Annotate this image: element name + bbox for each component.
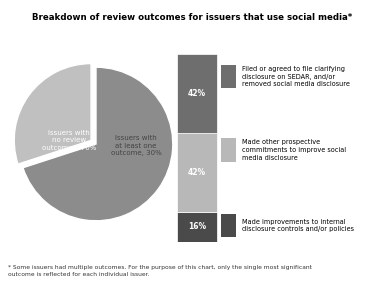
Text: Filed or agreed to file clarifying
disclosure on SEDAR, and/or
removed social me: Filed or agreed to file clarifying discl… [242,66,350,87]
Bar [177,54,217,133]
Text: 42%: 42% [188,168,206,177]
Text: Made other prospective
commitments to improve social
media disclosure: Made other prospective commitments to im… [242,139,346,161]
Text: Issuers with
no review
outcomes, 70%: Issuers with no review outcomes, 70% [42,130,96,151]
Text: 16%: 16% [188,222,206,231]
Wedge shape [14,64,91,164]
Text: Made improvements to internal
disclosure controls and/or policies: Made improvements to internal disclosure… [242,219,354,232]
Text: * Some issuers had multiple outcomes. For the purpose of this chart, only the si: * Some issuers had multiple outcomes. Fo… [8,266,312,277]
Text: Issuers with
at least one
outcome, 30%: Issuers with at least one outcome, 30% [111,135,161,156]
Bar [221,214,236,237]
Text: Breakdown of review outcomes for issuers that use social media*: Breakdown of review outcomes for issuers… [32,14,352,22]
Bar [221,65,236,88]
Text: 42%: 42% [188,89,206,98]
Bar [177,212,217,242]
Bar [177,133,217,212]
Wedge shape [23,67,173,221]
Bar [221,138,236,161]
